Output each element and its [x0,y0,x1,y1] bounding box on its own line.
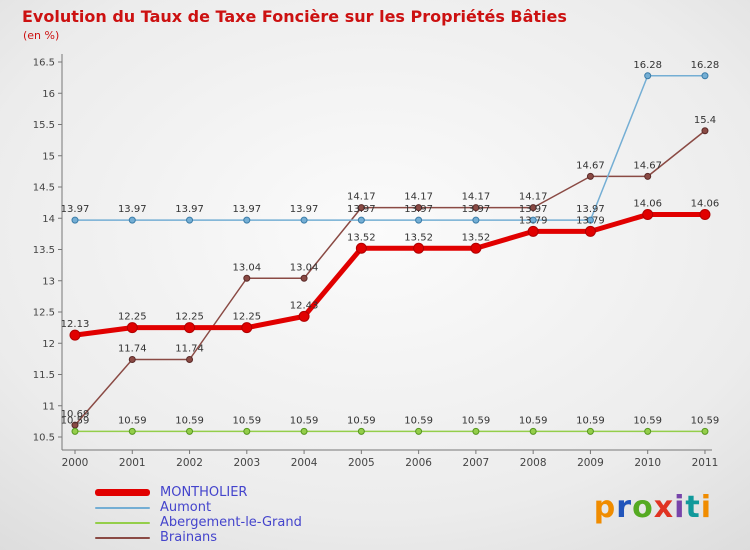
svg-text:13.97: 13.97 [175,204,204,215]
svg-text:14.5: 14.5 [33,183,55,194]
svg-text:13.52: 13.52 [462,232,491,243]
svg-text:13.97: 13.97 [347,204,376,215]
svg-text:2010: 2010 [634,457,661,469]
proxiti-logo: proxiti [594,490,712,525]
svg-text:16.28: 16.28 [691,60,720,71]
svg-text:12.13: 12.13 [61,319,90,330]
svg-text:13.97: 13.97 [576,204,605,215]
svg-text:14.17: 14.17 [519,192,548,203]
svg-text:10.59: 10.59 [118,415,147,426]
svg-text:10.59: 10.59 [462,415,491,426]
svg-text:2006: 2006 [405,457,432,469]
svg-text:15.5: 15.5 [33,120,55,131]
logo-letter: t [685,490,701,525]
logo-letter: i [674,490,686,525]
svg-text:14.06: 14.06 [691,199,720,210]
svg-text:13.97: 13.97 [290,204,319,215]
svg-text:13.97: 13.97 [519,204,548,215]
svg-text:2002: 2002 [176,457,203,469]
svg-text:10.5: 10.5 [33,433,55,444]
svg-text:2003: 2003 [233,457,260,469]
logo-letter: r [616,490,633,525]
svg-text:13.97: 13.97 [118,204,147,215]
logo-letter: p [593,490,617,525]
legend-swatch [95,536,150,539]
svg-text:2001: 2001 [119,457,146,469]
svg-text:10.59: 10.59 [175,415,204,426]
svg-text:14.67: 14.67 [576,160,605,171]
legend: MONTHOLIER Aumont Abergement-le-Grand Brain… [95,486,302,544]
legend-item: MONTHOLIER [95,486,302,499]
legend-swatch [95,506,150,509]
svg-text:10.59: 10.59 [347,415,376,426]
chart-title: Evolution du Taux de Taxe Foncière sur l… [22,7,567,26]
legend-swatch [95,521,150,524]
svg-text:11.74: 11.74 [175,344,204,355]
svg-text:10.59: 10.59 [290,415,319,426]
svg-text:13.52: 13.52 [347,232,376,243]
svg-text:10.59: 10.59 [633,415,662,426]
svg-text:2009: 2009 [577,457,604,469]
svg-text:13.5: 13.5 [33,245,55,256]
svg-text:15.4: 15.4 [694,115,716,126]
logo-letter: x [653,490,675,525]
svg-text:13.04: 13.04 [290,262,319,273]
svg-text:14: 14 [42,214,55,225]
svg-text:12.5: 12.5 [33,308,55,319]
svg-text:11: 11 [42,401,55,412]
svg-text:10.59: 10.59 [576,415,605,426]
svg-text:13: 13 [42,276,55,287]
svg-text:13.52: 13.52 [404,232,433,243]
svg-text:10.59: 10.59 [61,415,90,426]
svg-text:13.79: 13.79 [576,215,605,226]
svg-text:2004: 2004 [291,457,318,469]
svg-text:13.97: 13.97 [462,204,491,215]
svg-text:11.5: 11.5 [33,370,55,381]
svg-text:10.59: 10.59 [691,415,720,426]
svg-text:14.06: 14.06 [633,199,662,210]
legend-label: Abergement-le-Grand [160,515,302,530]
svg-text:12.43: 12.43 [290,300,319,311]
svg-text:2007: 2007 [463,457,490,469]
svg-text:2008: 2008 [520,457,547,469]
svg-text:12.25: 12.25 [232,312,261,323]
svg-text:16.5: 16.5 [33,58,55,69]
legend-label: Aumont [160,500,212,515]
legend-label: MONTHOLIER [160,485,248,500]
svg-text:2005: 2005 [348,457,375,469]
svg-text:13.04: 13.04 [232,262,261,273]
svg-text:10.69: 10.69 [61,409,90,420]
svg-text:10.59: 10.59 [232,415,261,426]
svg-text:13.97: 13.97 [61,204,90,215]
svg-text:14.17: 14.17 [347,192,376,203]
legend-label: Brainans [160,530,218,545]
svg-text:12: 12 [42,339,55,350]
svg-text:2011: 2011 [692,457,719,469]
svg-text:13.97: 13.97 [404,204,433,215]
svg-text:15: 15 [42,151,55,162]
legend-item: Brainans [95,531,302,544]
logo-letter: i [700,490,712,525]
svg-text:2000: 2000 [62,457,89,469]
svg-text:16.28: 16.28 [633,60,662,71]
chart-subtitle: (en %) [23,29,60,42]
legend-item: Aumont [95,501,302,514]
svg-text:16: 16 [42,89,55,100]
svg-text:11.74: 11.74 [118,344,147,355]
logo-letter: o [632,490,654,525]
svg-text:14.67: 14.67 [633,160,662,171]
svg-text:13.79: 13.79 [519,215,548,226]
svg-text:12.25: 12.25 [118,312,147,323]
svg-text:12.25: 12.25 [175,312,204,323]
svg-text:10.59: 10.59 [404,415,433,426]
legend-swatch [95,489,150,496]
svg-text:13.97: 13.97 [232,204,261,215]
svg-text:14.17: 14.17 [404,192,433,203]
svg-text:10.59: 10.59 [519,415,548,426]
legend-item: Abergement-le-Grand [95,516,302,529]
svg-text:14.17: 14.17 [462,192,491,203]
chart-svg: 10.5 11 11.5 12 12.5 13 13.5 14 14.5 15 15.5 16 16.5… [33,54,720,469]
